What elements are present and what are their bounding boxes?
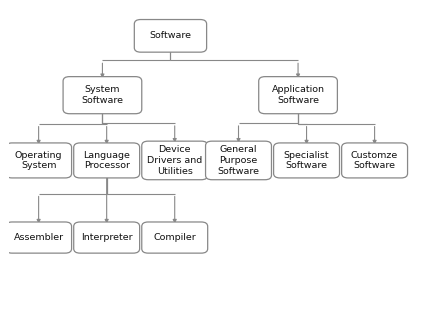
FancyBboxPatch shape [142, 141, 208, 180]
Text: Application
Software: Application Software [272, 85, 325, 105]
Text: Software: Software [149, 31, 191, 40]
Text: Device
Drivers and
Utilities: Device Drivers and Utilities [147, 145, 202, 176]
FancyBboxPatch shape [259, 77, 338, 114]
FancyBboxPatch shape [206, 141, 272, 180]
FancyBboxPatch shape [6, 222, 72, 253]
Text: Interpreter: Interpreter [81, 233, 132, 242]
Text: Assembler: Assembler [14, 233, 64, 242]
FancyBboxPatch shape [342, 143, 408, 178]
FancyBboxPatch shape [74, 143, 140, 178]
FancyBboxPatch shape [142, 222, 208, 253]
FancyBboxPatch shape [63, 77, 142, 114]
FancyBboxPatch shape [6, 143, 72, 178]
Text: Customze
Software: Customze Software [351, 150, 398, 170]
FancyBboxPatch shape [134, 19, 206, 52]
Text: Language
Processor: Language Processor [83, 150, 130, 170]
Text: General
Purpose
Software: General Purpose Software [218, 145, 260, 176]
Text: Operating
System: Operating System [15, 150, 62, 170]
FancyBboxPatch shape [74, 222, 140, 253]
FancyBboxPatch shape [274, 143, 339, 178]
Text: System
Software: System Software [82, 85, 124, 105]
Text: Specialist
Software: Specialist Software [284, 150, 329, 170]
Text: Compiler: Compiler [153, 233, 196, 242]
